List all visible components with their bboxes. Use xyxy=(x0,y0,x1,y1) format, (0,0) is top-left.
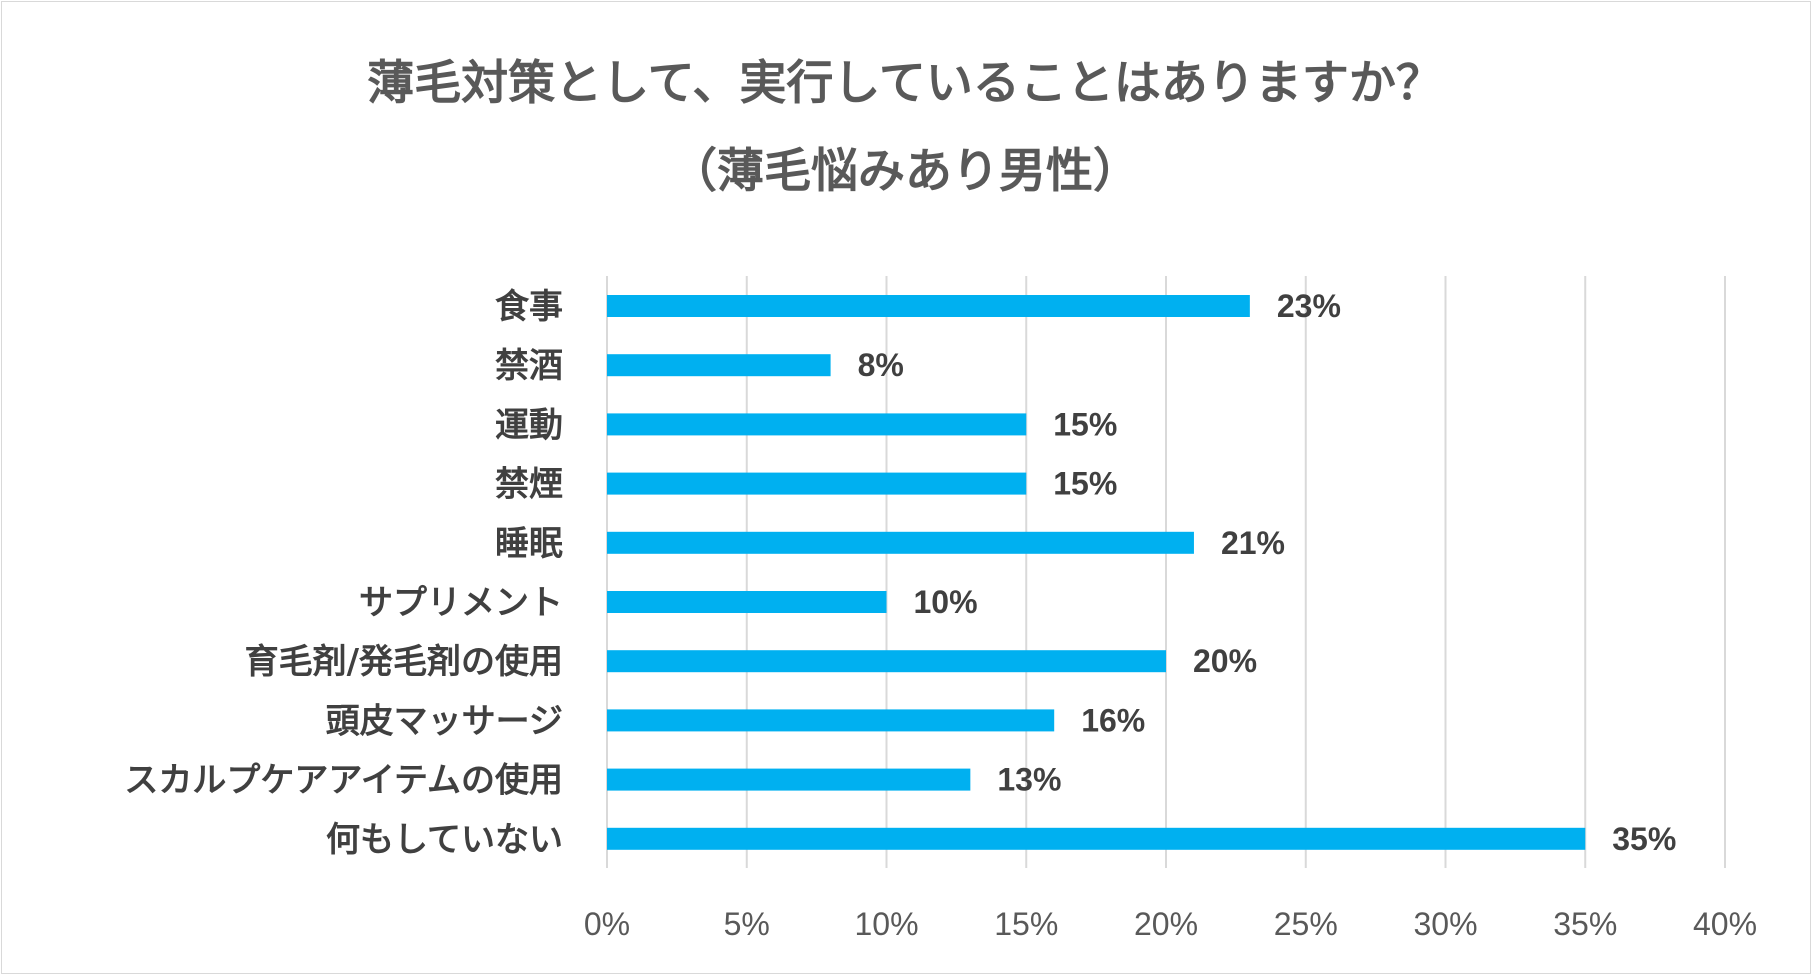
data-label: 8% xyxy=(858,347,904,383)
x-tick-label: 35% xyxy=(1553,906,1617,942)
category-label: 育毛剤/発毛剤の使用 xyxy=(245,642,563,682)
x-tick-label: 0% xyxy=(584,906,630,942)
bar xyxy=(607,295,1250,317)
bar xyxy=(607,768,971,791)
x-tick-label: 40% xyxy=(1693,906,1757,942)
bars xyxy=(607,295,1586,850)
bar xyxy=(607,354,831,377)
data-label: 15% xyxy=(1053,466,1117,502)
x-tick-label: 25% xyxy=(1274,906,1338,942)
data-label: 35% xyxy=(1612,821,1676,857)
chart-title: 薄毛対策として、実行していることはありますか？ xyxy=(367,56,1443,111)
bar xyxy=(607,531,1194,554)
x-tick-label: 20% xyxy=(1134,906,1198,942)
data-label: 21% xyxy=(1221,525,1285,561)
x-tick-label: 10% xyxy=(854,906,918,942)
data-label: 15% xyxy=(1053,406,1117,442)
bar xyxy=(607,472,1027,495)
category-label: サプリメント xyxy=(359,583,563,623)
category-labels: 食事禁酒運動禁煙睡眠サプリメント育毛剤/発毛剤の使用頭皮マッサージスカルプケアア… xyxy=(124,287,563,860)
category-label: スカルプケアアイテムの使用 xyxy=(124,761,563,801)
x-tick-label: 5% xyxy=(724,906,770,942)
data-label: 20% xyxy=(1193,643,1257,679)
data-label: 16% xyxy=(1081,702,1145,738)
data-label: 10% xyxy=(914,584,978,620)
category-label: 頭皮マッサージ xyxy=(326,701,563,741)
bar xyxy=(607,591,887,613)
data-label: 23% xyxy=(1277,288,1341,324)
chart-subtitle: （薄毛悩みあり男性） xyxy=(670,144,1140,199)
category-label: 食事 xyxy=(495,287,563,327)
value-labels: 23% 8% 15% 15% 21% 10% 20% 16% 13% 35% xyxy=(858,288,1677,857)
bar xyxy=(607,827,1586,850)
category-label: 禁酒 xyxy=(495,346,563,386)
bar xyxy=(607,413,1027,436)
category-label: 何もしていない xyxy=(326,820,563,860)
category-label: 運動 xyxy=(495,405,563,445)
bar xyxy=(607,709,1055,732)
category-label: 禁煙 xyxy=(495,465,563,505)
x-tick-label: 30% xyxy=(1413,906,1477,942)
x-tick-label: 15% xyxy=(994,906,1058,942)
data-label: 13% xyxy=(997,762,1061,798)
x-tick-labels: 0% 5% 10% 15% 20% 25% 30% 35% 40% xyxy=(584,906,1757,942)
category-label: 睡眠 xyxy=(495,524,563,564)
bar xyxy=(607,650,1166,673)
